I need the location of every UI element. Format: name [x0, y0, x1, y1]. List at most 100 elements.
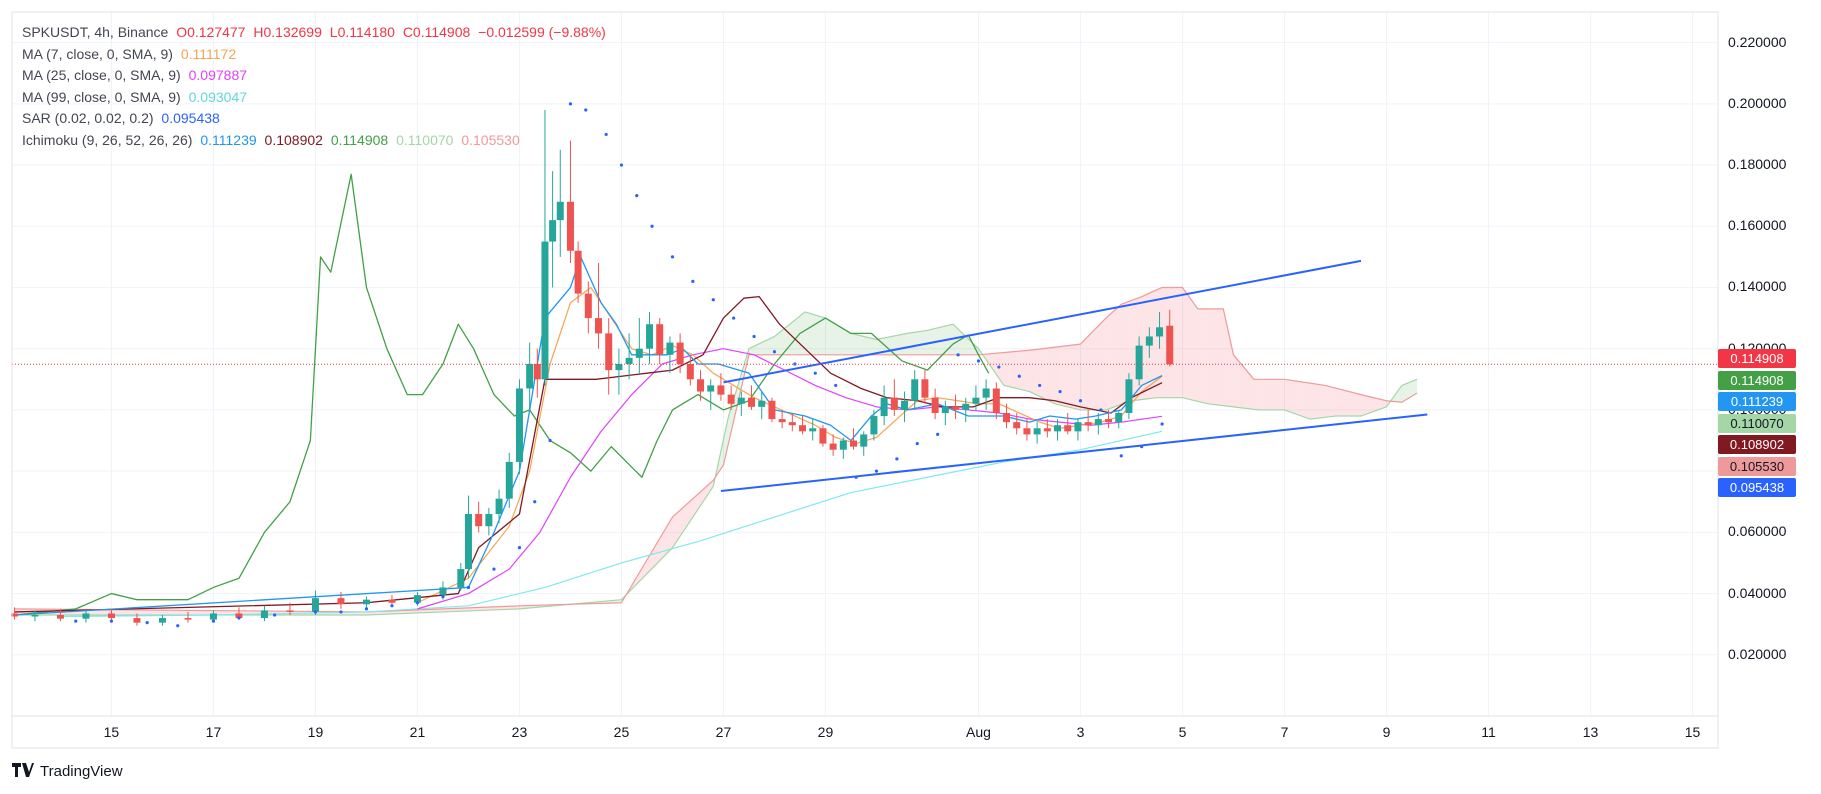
- cloud-segment: [139, 609, 143, 615]
- cloud-segment: [896, 334, 900, 355]
- cloud-segment: [519, 605, 523, 609]
- sar-dot: [237, 616, 241, 620]
- cloud-segment: [1024, 350, 1027, 391]
- cloud-segment: [134, 609, 137, 615]
- cloud-segment: [1264, 379, 1267, 410]
- cloud-segment: [669, 517, 673, 551]
- legend-sar-row[interactable]: SAR (0.02, 0.02, 0.2) 0.095438: [22, 108, 606, 130]
- cloud-segment: [1353, 392, 1356, 417]
- cloud-segment: [1192, 301, 1196, 401]
- cloud-segment: [904, 333, 908, 355]
- cloud-segment: [1032, 349, 1035, 394]
- sar-dot: [793, 362, 797, 366]
- cloud-segment: [417, 609, 421, 613]
- cloud-segment: [172, 610, 176, 615]
- symbol-label[interactable]: SPKUSDT, 4h, Binance: [22, 24, 169, 40]
- candle-body: [962, 403, 970, 410]
- cloud-segment: [154, 610, 158, 615]
- cloud-segment: [751, 346, 755, 355]
- cloud-segment: [1368, 396, 1372, 414]
- cloud-segment: [1309, 383, 1313, 420]
- cloud-segment: [682, 505, 686, 533]
- candle-body: [972, 397, 980, 404]
- cloud-segment: [177, 610, 181, 615]
- time-axis-label: 15: [1684, 724, 1701, 740]
- cloud-segment: [129, 609, 132, 615]
- legend-ma99-row[interactable]: MA (99, close, 0, SMA, 9) 0.093047: [22, 87, 606, 109]
- cloud-segment: [838, 325, 841, 355]
- open-value: O0.127477: [176, 24, 246, 40]
- cloud-segment: [1289, 380, 1293, 413]
- trendlines[interactable]: [720, 259, 1428, 493]
- cloud-segment: [427, 609, 431, 613]
- sar-dot: [619, 163, 624, 167]
- cloud-segment: [1131, 299, 1135, 401]
- ma99-line: [60, 430, 1163, 618]
- candle-body: [625, 357, 633, 364]
- legend-ichimoku-row[interactable]: Ichimoku (9, 26, 52, 26, 26) 0.111239 0.…: [22, 130, 606, 152]
- legend-ma25-row[interactable]: MA (25, close, 0, SMA, 9) 0.097887: [22, 65, 606, 87]
- cloud-segment: [1276, 379, 1280, 410]
- candle-body: [758, 400, 766, 407]
- cloud-segment: [195, 610, 199, 615]
- candle-body: [1023, 428, 1031, 435]
- cloud-segment: [784, 326, 788, 355]
- cloud-segment: [200, 610, 204, 615]
- cloud-segment: [1327, 386, 1331, 417]
- cloud-segment: [700, 489, 704, 506]
- cloud-segment: [899, 334, 902, 355]
- sar-label: SAR (0.02, 0.02, 0.2): [22, 110, 154, 126]
- tradingview-logo[interactable]: TradingView: [12, 763, 123, 780]
- cloud-segment: [1269, 379, 1272, 410]
- cloud-segment: [771, 336, 775, 355]
- legend-ma7-row[interactable]: MA (7, close, 0, SMA, 9) 0.111172: [22, 44, 606, 66]
- cloud-segment: [506, 606, 510, 610]
- cloud-segment: [412, 609, 415, 614]
- price-axis-label: 0.020000: [1728, 645, 1787, 662]
- cloud-segment: [1332, 387, 1336, 417]
- time-axis-label: 13: [1582, 724, 1599, 740]
- cloud-segment: [1039, 348, 1043, 398]
- cloud-segment: [501, 606, 505, 610]
- cloud-segment: [861, 335, 864, 355]
- cloud-segment: [1205, 308, 1208, 404]
- cloud-segment: [121, 609, 125, 615]
- cloud-segment: [618, 599, 622, 603]
- cloud-segment: [1042, 348, 1045, 399]
- cloud-segment: [142, 609, 145, 615]
- candle-body: [941, 406, 949, 413]
- cloud-segment: [907, 333, 910, 355]
- cloud-segment: [754, 345, 757, 355]
- sar-dot: [211, 619, 216, 623]
- cloud-segment: [376, 611, 380, 615]
- cloud-segment: [1029, 349, 1033, 393]
- cloud-segment: [1210, 308, 1214, 405]
- cloud-segment: [1404, 383, 1407, 401]
- cloud-segment: [203, 610, 206, 615]
- candle-body: [1013, 422, 1021, 429]
- cloud-segment: [185, 610, 188, 615]
- cloud-segment: [471, 607, 474, 611]
- cloud-segment: [1274, 379, 1277, 410]
- cloud-segment: [1261, 379, 1265, 410]
- cloud-segment: [1358, 393, 1361, 417]
- sar-dot: [936, 432, 940, 436]
- legend-symbol-row: SPKUSDT, 4h, Binance O0.127477 H0.132699…: [22, 22, 606, 44]
- candle-body: [464, 513, 472, 570]
- candle-body: [11, 613, 19, 617]
- candles[interactable]: [11, 109, 1174, 626]
- candle-body: [1094, 419, 1102, 426]
- candle-body: [860, 434, 868, 447]
- candle-body: [82, 613, 90, 619]
- candle-body: [778, 419, 786, 423]
- cloud-segment: [764, 340, 767, 355]
- sar-dot: [548, 438, 552, 443]
- cloud-segment: [759, 342, 762, 355]
- cloud-segment: [228, 610, 232, 615]
- sar-dot: [313, 610, 318, 614]
- cloud-segment: [782, 328, 785, 355]
- ma99-value: 0.093047: [188, 88, 248, 105]
- low-value: L0.114180: [329, 24, 395, 40]
- cloud-segment: [460, 608, 464, 612]
- cloud-segment: [766, 338, 770, 355]
